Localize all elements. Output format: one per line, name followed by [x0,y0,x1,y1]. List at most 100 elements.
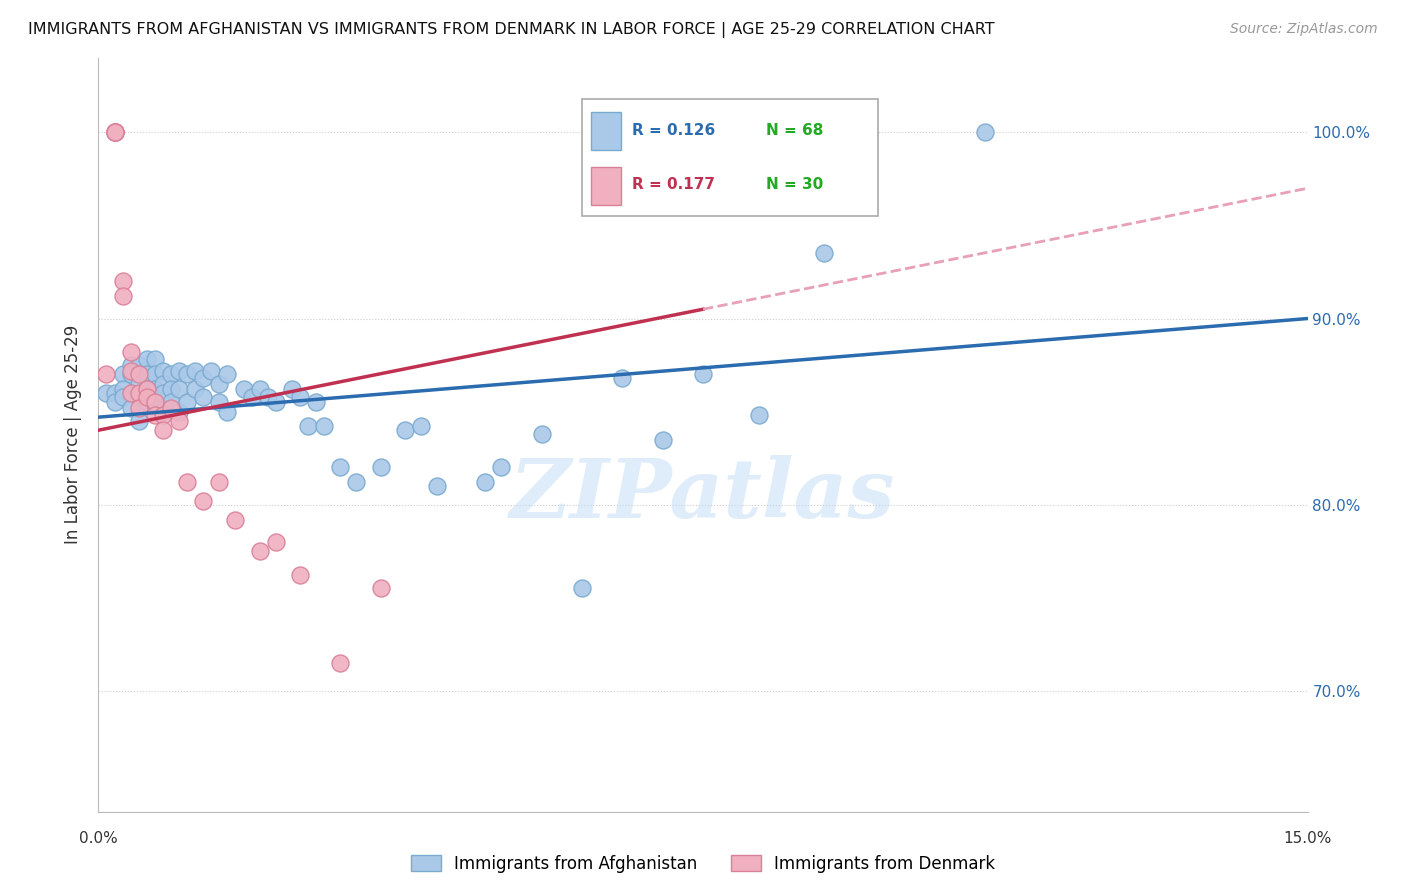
Point [394,423,416,437]
Point [143,352,166,367]
Point [370,460,392,475]
Point [184,364,207,378]
Point [103,125,125,139]
Point [530,426,553,441]
Point [193,390,215,404]
Point [160,382,183,396]
Point [111,390,134,404]
Point [111,289,134,303]
Point [249,544,271,558]
Point [208,475,231,490]
Text: 15.0%: 15.0% [1284,831,1331,846]
Point [184,382,207,396]
Point [128,386,150,401]
Point [135,352,157,367]
Point [96,386,118,401]
Point [160,368,183,382]
Point [193,371,215,385]
Point [297,419,319,434]
Point [264,534,287,549]
Point [120,358,142,372]
Point [96,368,118,382]
Point [176,368,198,382]
Point [612,371,634,385]
Point [143,368,166,382]
Point [120,345,142,359]
Text: IMMIGRANTS FROM AFGHANISTAN VS IMMIGRANTS FROM DENMARK IN LABOR FORCE | AGE 25-2: IMMIGRANTS FROM AFGHANISTAN VS IMMIGRANT… [28,22,995,38]
Point [143,395,166,409]
Point [128,390,150,404]
Point [103,125,125,139]
Point [208,395,231,409]
Text: Source: ZipAtlas.com: Source: ZipAtlas.com [1230,22,1378,37]
Point [103,125,125,139]
Point [128,414,150,428]
Point [135,382,157,396]
Point [491,460,513,475]
Point [200,364,222,378]
Point [249,382,271,396]
Point [208,376,231,391]
Point [167,414,190,428]
Point [264,395,287,409]
Point [120,368,142,382]
Point [974,125,997,139]
Point [217,368,239,382]
Point [240,390,263,404]
Point [176,475,198,490]
Point [748,409,770,423]
Point [120,364,142,378]
Point [128,401,150,415]
Point [152,409,174,423]
Point [167,382,190,396]
Point [692,368,714,382]
Point [135,390,157,404]
Point [111,382,134,396]
Point [256,390,278,404]
Point [232,382,254,396]
Point [409,419,432,434]
Point [152,364,174,378]
Point [128,358,150,372]
Text: 0.0%: 0.0% [79,831,118,846]
Point [143,395,166,409]
Point [176,395,198,409]
Point [193,494,215,508]
Point [143,409,166,423]
Point [160,401,183,415]
Point [135,368,157,382]
Point [370,582,392,596]
Point [288,390,311,404]
Legend: Immigrants from Afghanistan, Immigrants from Denmark: Immigrants from Afghanistan, Immigrants … [404,848,1002,880]
Point [813,246,835,260]
Point [128,368,150,382]
Point [571,582,593,596]
Point [217,404,239,418]
Point [152,386,174,401]
Point [111,274,134,288]
Point [288,568,311,582]
Point [426,479,449,493]
Text: ZIPatlas: ZIPatlas [510,455,896,535]
Point [474,475,496,490]
Point [120,386,142,401]
Point [160,395,183,409]
Point [152,404,174,418]
Point [651,433,673,447]
Point [329,656,352,670]
Point [111,368,134,382]
Point [224,512,246,526]
Point [344,475,367,490]
Point [103,395,125,409]
Point [128,376,150,391]
Point [103,125,125,139]
Point [329,460,352,475]
Point [103,386,125,401]
Point [143,382,166,396]
Point [281,382,304,396]
Point [167,404,190,418]
Point [152,376,174,391]
Point [152,423,174,437]
Point [167,364,190,378]
Point [314,419,336,434]
